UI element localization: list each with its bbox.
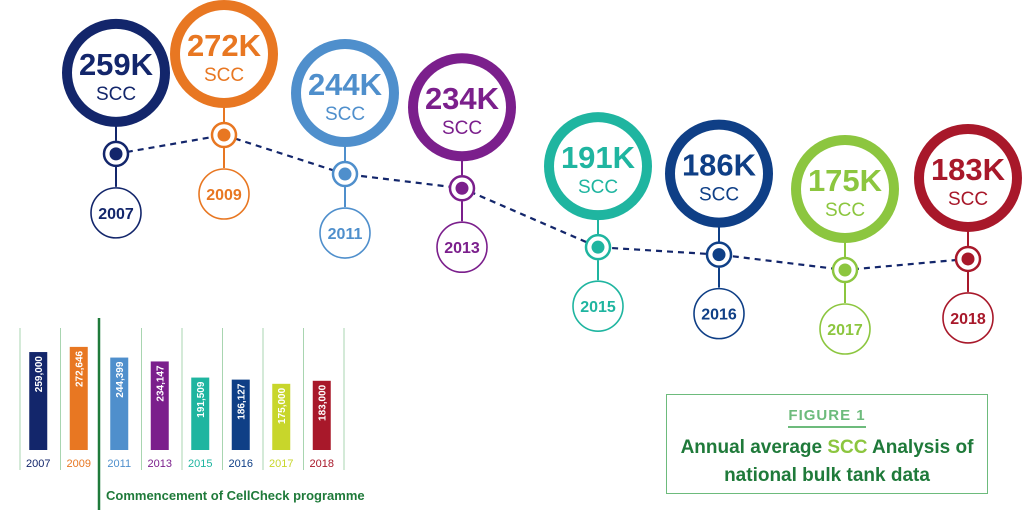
figure-title: Annual average SCC Analysis of national … xyxy=(667,434,987,490)
bubble-inner-2013 xyxy=(418,63,506,152)
figure-caption: FIGURE 1 Annual average SCC Analysis of … xyxy=(666,394,988,494)
bar-value-2015: 191,509 xyxy=(196,381,207,418)
bar-2017 xyxy=(272,383,291,450)
bubble-inner-2018 xyxy=(924,133,1012,222)
bar-2018 xyxy=(312,380,331,450)
figure-title-part2: Analysis of xyxy=(867,437,974,458)
year-circle-2016 xyxy=(693,287,745,340)
bar-value-2016: 186,127 xyxy=(237,383,248,420)
year-label-2016: 2016 xyxy=(701,307,737,324)
bar-value-2017: 175,000 xyxy=(277,387,288,424)
point-2018 xyxy=(961,252,975,266)
bar-value-2009: 272,646 xyxy=(75,350,86,387)
year-label-2017: 2017 xyxy=(827,322,863,339)
bar-year-2017: 2017 xyxy=(269,458,293,470)
bubble-value-2013: 234K xyxy=(425,81,500,116)
figure-title-part1: Annual average xyxy=(680,437,828,458)
bar-year-2015: 2015 xyxy=(188,458,212,470)
trend-line xyxy=(115,133,969,272)
bubble-value-2007: 259K xyxy=(79,47,154,82)
bubble-inner-2009 xyxy=(180,10,268,98)
year-circle-2013 xyxy=(436,221,488,274)
point-2007 xyxy=(109,147,123,161)
bubble-unit-2011: SCC xyxy=(325,104,365,125)
year-label-2013: 2013 xyxy=(444,240,480,257)
bar-year-2011: 2011 xyxy=(107,458,131,470)
year-circle-2015 xyxy=(572,280,624,332)
bubble-value-2017: 175K xyxy=(808,163,883,198)
timeline-chart: 259KSCC2007272KSCC2009244KSCC2011234KSCC… xyxy=(62,0,1022,355)
year-label-2018: 2018 xyxy=(950,311,986,328)
point-2011 xyxy=(338,167,352,181)
year-label-2007: 2007 xyxy=(98,206,134,223)
bar-2007 xyxy=(29,352,48,450)
bar-year-2007: 2007 xyxy=(26,458,50,470)
bubble-value-2015: 191K xyxy=(561,140,636,175)
point-2013 xyxy=(455,181,469,195)
point-2016 xyxy=(712,248,726,262)
bar-value-2011: 244,399 xyxy=(115,361,126,398)
figure-title-highlight: SCC xyxy=(827,437,868,458)
year-label-2009: 2009 xyxy=(206,187,242,204)
bar-value-2013: 234,147 xyxy=(156,365,167,402)
bar-year-2009: 2009 xyxy=(67,458,91,470)
figure-label: FIGURE 1 xyxy=(788,407,866,428)
bar-2016 xyxy=(231,379,250,450)
bubble-unit-2009: SCC xyxy=(204,65,244,86)
bar-value-2007: 259,000 xyxy=(34,356,45,393)
bubble-unit-2017: SCC xyxy=(825,200,865,221)
bubble-value-2016: 186K xyxy=(682,148,757,183)
bar-value-2018: 183,000 xyxy=(318,384,329,421)
bubble-value-2018: 183K xyxy=(931,152,1006,187)
bubble-value-2011: 244K xyxy=(308,67,383,102)
bar-year-2013: 2013 xyxy=(148,458,172,470)
point-2009 xyxy=(217,128,231,142)
bubble-unit-2018: SCC xyxy=(948,189,988,210)
year-circle-2018 xyxy=(942,292,994,344)
point-2017 xyxy=(838,263,852,277)
bar-chart: 259,000 2007 272,646 2009 244,399 2011 234,147… xyxy=(19,318,345,510)
year-label-2015: 2015 xyxy=(580,299,616,316)
bubble-inner-2016 xyxy=(675,129,763,218)
bar-2015 xyxy=(191,377,210,450)
bar-year-2016: 2016 xyxy=(229,458,253,470)
bar-2011 xyxy=(110,357,129,450)
bubble-inner-2017 xyxy=(801,145,889,233)
bubble-unit-2007: SCC xyxy=(96,84,136,105)
bubble-unit-2016: SCC xyxy=(699,185,739,206)
bubble-unit-2013: SCC xyxy=(442,118,482,139)
bar-year-2018: 2018 xyxy=(310,458,334,470)
year-circle-2009 xyxy=(198,168,250,220)
year-circle-2011 xyxy=(319,207,371,259)
figure-title-line2: national bulk tank data xyxy=(724,465,930,486)
bar-2013 xyxy=(150,361,169,450)
year-circle-2017 xyxy=(819,303,871,355)
bubble-value-2009: 272K xyxy=(187,28,262,63)
point-2015 xyxy=(591,240,605,254)
bubble-inner-2007 xyxy=(72,28,160,117)
bubble-unit-2015: SCC xyxy=(578,177,618,198)
bubble-inner-2015 xyxy=(554,122,642,211)
year-label-2011: 2011 xyxy=(328,226,363,243)
commencement-annotation: Commencement of CellCheck programme xyxy=(106,488,365,503)
year-circle-2007 xyxy=(90,187,142,239)
bubble-inner-2011 xyxy=(301,49,389,138)
bar-2009 xyxy=(69,346,88,450)
